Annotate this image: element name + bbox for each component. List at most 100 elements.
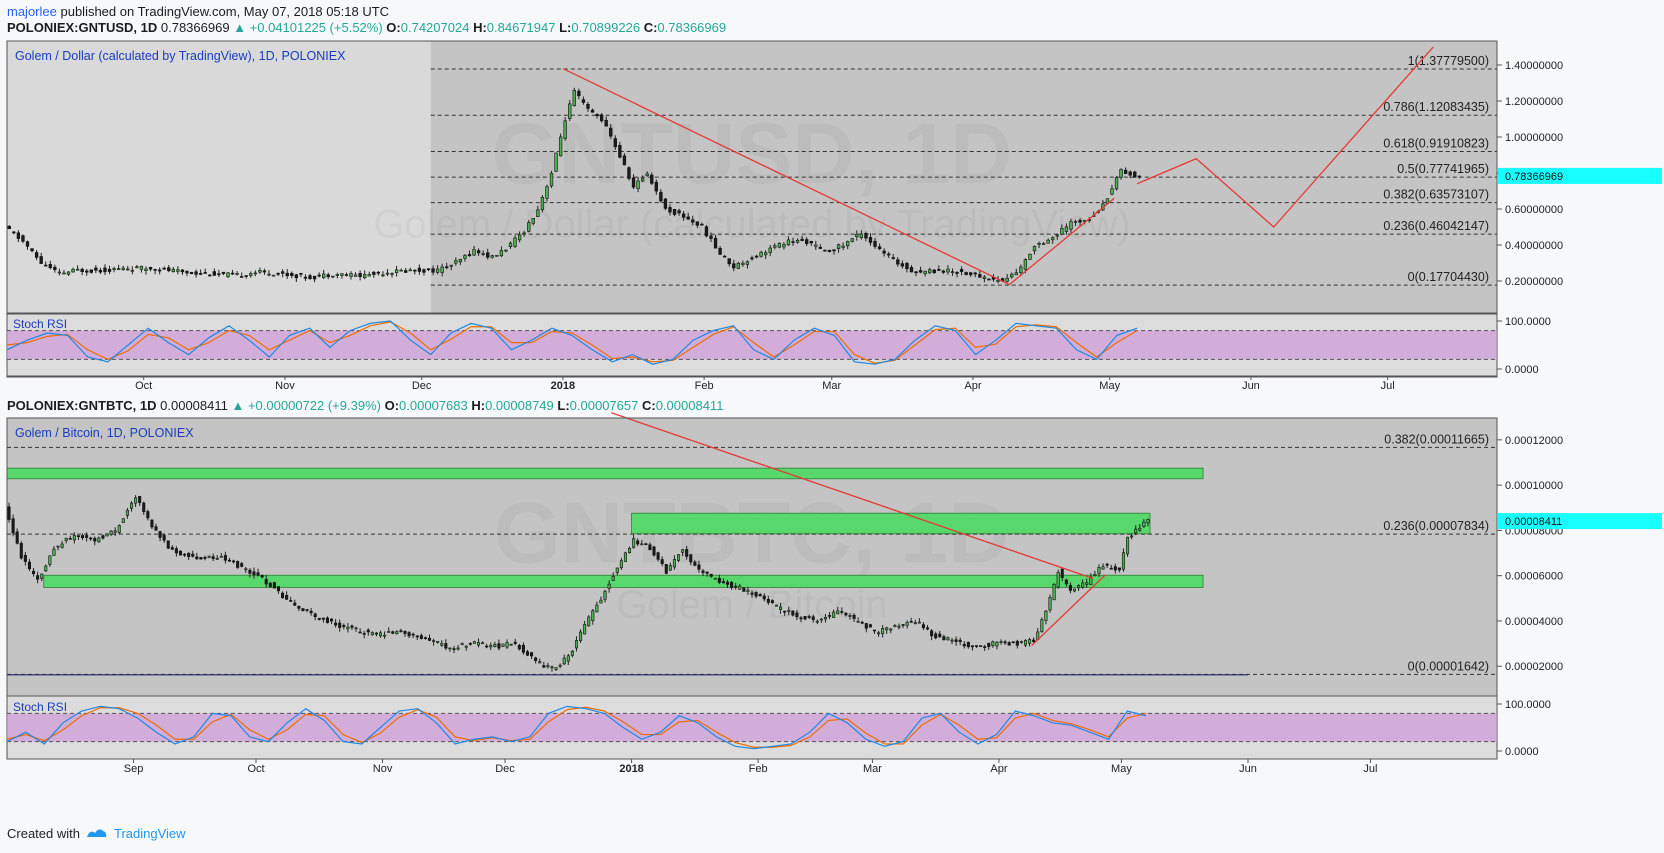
candle [583, 624, 587, 635]
candle [873, 240, 877, 247]
candle [823, 617, 828, 620]
candle [1077, 585, 1081, 589]
candle [293, 602, 297, 606]
candle [1073, 221, 1078, 223]
candle [1085, 582, 1089, 585]
candle [909, 621, 913, 623]
candle [1032, 639, 1036, 642]
candle [330, 618, 334, 622]
candle [93, 538, 97, 542]
candle [734, 585, 738, 588]
candle [636, 540, 640, 545]
candle [721, 581, 725, 584]
candle [508, 242, 513, 247]
candle [991, 641, 995, 646]
candle [663, 198, 668, 209]
candle [987, 642, 991, 647]
candle [579, 631, 583, 641]
candle [622, 155, 627, 166]
candle [750, 592, 754, 595]
candle [146, 511, 150, 519]
candle [773, 245, 777, 248]
candle [791, 241, 795, 243]
candle [860, 621, 864, 624]
candle [215, 557, 219, 560]
candle [94, 267, 98, 271]
candle [203, 272, 207, 274]
y-tick-label: 1.00000000 [1505, 132, 1563, 144]
candle [415, 635, 419, 638]
candle [611, 576, 615, 581]
candle [754, 255, 759, 258]
candle [138, 496, 142, 503]
candle [1093, 574, 1097, 577]
candle [1014, 272, 1018, 276]
support-zone [43, 574, 1204, 588]
publish-info: published on TradingView.com, May 07, 20… [60, 4, 390, 19]
candle [701, 570, 705, 573]
stoch-band [7, 330, 1497, 360]
candle [868, 237, 873, 243]
candle [782, 244, 786, 248]
close-label: C: [643, 20, 658, 35]
candle [513, 237, 517, 247]
candle [390, 273, 394, 275]
author-link[interactable]: majorlee [7, 4, 57, 19]
candle [178, 550, 183, 556]
tradingview-brand[interactable]: TradingView [113, 826, 186, 841]
candle [121, 267, 125, 270]
last-value: 0.00008411 [160, 398, 228, 413]
candle [800, 238, 804, 241]
candle [563, 120, 567, 139]
candle [640, 543, 644, 546]
candle [754, 591, 758, 597]
candle [786, 239, 791, 246]
candle [686, 216, 690, 220]
candle [932, 269, 936, 273]
candle [640, 178, 645, 182]
candle [513, 641, 517, 644]
candle [174, 548, 178, 554]
candle [105, 533, 109, 537]
candle [1055, 234, 1059, 237]
candle [464, 645, 468, 648]
candle [905, 622, 909, 626]
candle [153, 269, 157, 271]
candle [134, 497, 138, 504]
high-value: 0.00008749 [485, 398, 554, 413]
candle [40, 573, 44, 579]
candle [1105, 563, 1109, 566]
candle [613, 138, 617, 148]
candle [89, 269, 93, 273]
candle [7, 506, 11, 520]
last-price-badge [1498, 167, 1662, 184]
candle [150, 519, 154, 528]
candle [846, 241, 850, 247]
candle [232, 560, 236, 563]
candle [305, 609, 309, 611]
candle [521, 644, 525, 653]
candle [381, 274, 385, 277]
chart-title: Golem / Dollar (calculated by TradingVie… [15, 49, 346, 63]
candle [955, 272, 959, 274]
candle [294, 274, 299, 279]
candle [893, 625, 897, 627]
candle [276, 586, 280, 592]
candle [644, 543, 648, 546]
candle [517, 645, 521, 650]
candle [476, 642, 481, 646]
candle [787, 610, 791, 612]
candle [636, 180, 640, 189]
candle [550, 666, 554, 669]
candle [914, 271, 918, 274]
candle [823, 249, 827, 252]
candle [349, 273, 353, 277]
chart-title: Golem / Bitcoin, 1D, POLONIEX [15, 426, 194, 440]
candle [358, 273, 362, 277]
candle [244, 275, 248, 277]
watermark-symbol: GNTUSD, 1D [492, 106, 1013, 202]
candle [966, 641, 970, 648]
candle [1097, 567, 1101, 574]
candle [807, 616, 811, 618]
